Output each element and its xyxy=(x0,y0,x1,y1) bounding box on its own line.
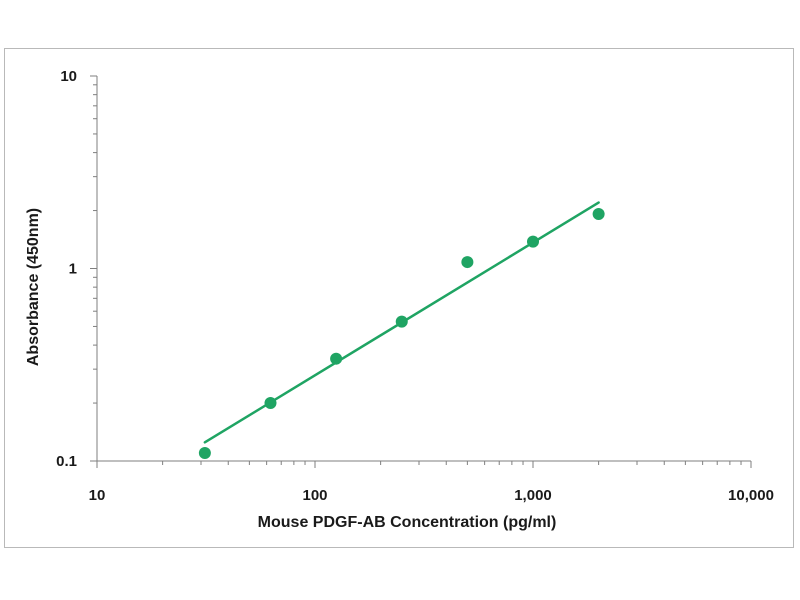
x-axis-title: Mouse PDGF-AB Concentration (pg/ml) xyxy=(258,514,557,531)
x-tick-label: 10,000 xyxy=(728,487,774,504)
data-point xyxy=(264,397,277,410)
x-tick-label: 1,000 xyxy=(514,487,552,504)
data-point xyxy=(198,447,211,460)
data-point xyxy=(592,207,605,220)
data-point xyxy=(527,235,539,248)
data-point xyxy=(461,256,474,269)
ticks xyxy=(90,75,752,468)
y-axis-title: Absorbance (450nm) xyxy=(25,208,42,366)
chart-frame xyxy=(4,48,794,548)
data-point xyxy=(330,352,343,365)
y-tick-label: 10 xyxy=(60,68,77,85)
x-tick-label: 100 xyxy=(302,487,327,504)
x-tick-label: 10 xyxy=(89,487,106,504)
axes xyxy=(96,76,751,462)
y-tick-label: 0.1 xyxy=(56,453,77,470)
tick-labels: 10 100 1,000 10,000 0.1 1 10 xyxy=(56,68,774,504)
data-point xyxy=(395,315,408,328)
y-tick-label: 1 xyxy=(69,261,77,278)
data-points xyxy=(198,207,605,460)
